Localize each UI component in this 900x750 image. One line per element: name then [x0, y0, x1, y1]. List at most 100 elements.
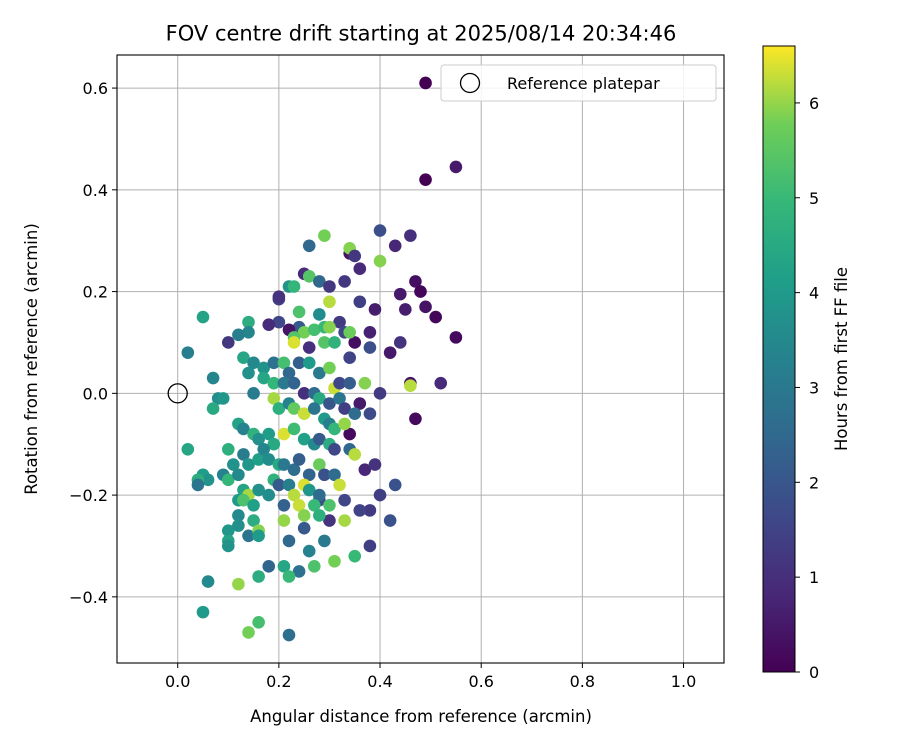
data-point — [414, 285, 427, 298]
data-point — [292, 565, 306, 578]
data-point — [257, 371, 270, 385]
data-point — [292, 498, 306, 512]
data-point — [232, 468, 245, 482]
data-point — [196, 310, 210, 324]
data-point — [297, 407, 311, 420]
data-point — [292, 305, 306, 319]
data-point — [287, 336, 301, 349]
data-point — [363, 325, 377, 339]
data-point — [343, 427, 356, 441]
data-point — [323, 295, 336, 309]
data-point — [252, 432, 265, 446]
data-point — [302, 239, 316, 253]
data-point — [373, 254, 387, 268]
data-point — [196, 605, 210, 619]
data-point — [272, 315, 286, 329]
data-point — [368, 303, 382, 316]
data-point — [383, 346, 397, 359]
data-point — [343, 351, 356, 365]
x-axis-label: Angular distance from reference (arcmin) — [250, 707, 592, 726]
reference-platepar-marker — [167, 383, 188, 404]
grid-lines — [117, 55, 724, 663]
data-point — [338, 275, 351, 288]
data-point — [318, 534, 331, 548]
data-point — [262, 488, 276, 502]
data-point — [307, 323, 321, 337]
data-point — [313, 432, 326, 446]
x-tick-label: 1.0 — [671, 672, 696, 691]
x-tick-label: 0.0 — [165, 672, 190, 691]
data-point — [262, 427, 276, 441]
data-points — [167, 76, 463, 642]
data-point — [313, 308, 326, 321]
x-tick-label: 0.6 — [468, 672, 493, 691]
data-point — [272, 478, 286, 492]
data-point — [318, 468, 331, 482]
data-point — [313, 392, 326, 405]
data-point — [307, 560, 321, 573]
data-point — [419, 300, 432, 314]
data-point — [358, 463, 372, 476]
legend-box — [440, 64, 717, 102]
data-point — [252, 483, 265, 497]
data-point — [302, 270, 316, 283]
data-point — [267, 356, 281, 370]
data-point — [232, 328, 245, 342]
data-point — [287, 376, 301, 390]
data-point — [388, 239, 402, 253]
data-point — [313, 509, 326, 522]
data-point — [191, 478, 205, 492]
data-point — [328, 443, 341, 456]
data-point — [252, 615, 265, 629]
data-point — [201, 473, 215, 487]
data-point — [333, 392, 346, 405]
data-point — [221, 524, 235, 538]
data-point — [323, 361, 336, 375]
data-point — [257, 361, 270, 375]
data-point — [323, 320, 336, 334]
data-point — [313, 488, 326, 502]
x-tick-label: 0.2 — [266, 672, 291, 691]
data-point — [383, 514, 397, 527]
data-point — [353, 504, 367, 517]
data-point — [277, 427, 291, 441]
data-point — [393, 336, 407, 349]
data-point — [328, 336, 341, 349]
chart-title: FOV centre drift starting at 2025/08/14 … — [166, 22, 677, 46]
data-point — [247, 514, 260, 527]
data-point — [348, 448, 362, 461]
data-point — [449, 331, 463, 344]
y-axis-label: Rotation from reference (arcmin) — [22, 223, 41, 495]
data-point — [313, 458, 326, 471]
colorbar-tick-label: 0 — [809, 663, 819, 682]
data-point — [277, 498, 291, 512]
data-point — [181, 346, 195, 359]
data-point — [287, 463, 301, 476]
data-point — [277, 356, 291, 370]
data-point — [404, 229, 417, 242]
data-point — [404, 379, 417, 393]
data-point — [297, 387, 311, 400]
data-point — [333, 478, 346, 492]
data-point — [242, 626, 255, 639]
data-point — [242, 366, 255, 380]
colorbar-tick-label: 3 — [809, 378, 819, 397]
data-point — [257, 443, 270, 456]
data-point — [221, 443, 235, 456]
y-tick-label: −0.4 — [69, 588, 108, 607]
data-point — [277, 514, 291, 527]
data-point — [323, 280, 336, 293]
data-point — [409, 275, 422, 288]
data-point — [282, 570, 296, 583]
plot-frame — [116, 54, 725, 664]
data-point — [302, 483, 316, 497]
data-point — [292, 356, 306, 370]
data-point — [353, 262, 367, 275]
data-point — [373, 488, 387, 502]
data-point — [272, 402, 286, 415]
data-point — [434, 376, 448, 390]
data-point — [252, 529, 265, 543]
data-point — [242, 458, 255, 471]
data-point — [338, 493, 351, 507]
data-point — [282, 478, 296, 492]
